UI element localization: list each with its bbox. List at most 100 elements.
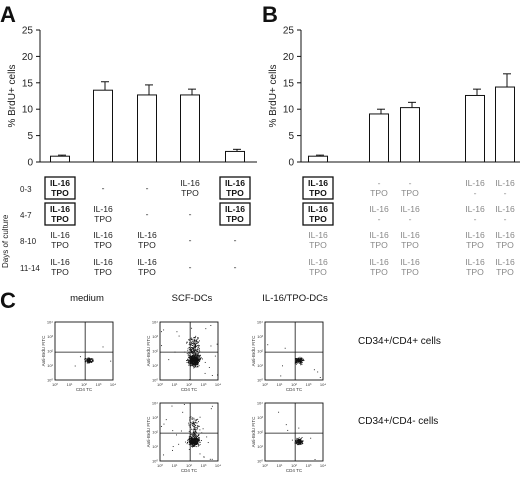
table-cell: IL-16 <box>225 178 245 188</box>
event-dot <box>190 351 192 353</box>
event-dot <box>191 422 193 424</box>
event-dot <box>194 363 196 365</box>
event-dot <box>92 359 93 361</box>
event-dot <box>85 360 87 362</box>
event-dot <box>297 442 298 444</box>
event-dot <box>196 438 198 440</box>
event-dot <box>190 437 192 439</box>
event-dot <box>190 356 191 358</box>
event-dot <box>189 362 191 364</box>
event-dot <box>297 359 299 361</box>
event-dot <box>197 359 199 361</box>
event-dot <box>302 440 304 442</box>
event-dot <box>190 421 192 423</box>
event-dot <box>194 437 196 439</box>
column-title: medium <box>70 293 104 304</box>
event-dot <box>194 353 196 355</box>
event-dot <box>188 424 190 426</box>
event-dot <box>196 419 197 421</box>
event-dot <box>92 359 94 361</box>
event-dot <box>193 441 195 443</box>
event-dot <box>193 442 195 443</box>
event-dot <box>198 361 200 362</box>
event-dot <box>197 366 199 368</box>
event-dot <box>188 360 190 362</box>
event-dot <box>198 347 200 349</box>
event-dot <box>197 359 199 361</box>
event-dot <box>319 377 321 378</box>
event-dot <box>297 362 299 364</box>
event-dot <box>163 423 165 425</box>
event-dot <box>317 371 319 373</box>
table-cell: - <box>474 214 477 224</box>
event-dot <box>195 442 197 444</box>
event-dot <box>188 362 190 364</box>
cell-box <box>44 202 76 226</box>
event-dot <box>192 361 194 362</box>
event-dot <box>197 426 199 428</box>
event-dot <box>197 353 199 355</box>
event-dot <box>191 428 192 430</box>
event-dot <box>197 439 199 441</box>
event-dot <box>196 341 197 343</box>
event-dot <box>297 359 298 361</box>
event-dot <box>189 339 191 341</box>
event-dot <box>196 437 198 439</box>
event-dot <box>188 437 190 439</box>
table-cell: - <box>189 262 192 272</box>
event-dot <box>200 358 202 360</box>
event-dot <box>191 350 193 352</box>
event-dot <box>195 364 196 366</box>
event-dot <box>199 429 201 431</box>
event-dot <box>192 361 193 363</box>
event-dot <box>298 358 300 360</box>
event-dot <box>189 361 191 363</box>
table-cell: IL-16 <box>465 204 485 214</box>
event-dot <box>295 443 297 445</box>
table-cell: TPO <box>401 240 419 250</box>
event-dot <box>197 357 199 359</box>
event-dot <box>88 357 90 359</box>
event-dot <box>184 351 186 353</box>
event-dot <box>92 360 94 361</box>
event-dot <box>192 439 194 441</box>
event-dot <box>191 359 192 360</box>
event-dot <box>193 419 195 421</box>
event-dot <box>110 360 112 362</box>
event-dot <box>163 454 165 456</box>
event-dot <box>297 358 299 360</box>
event-dot <box>194 362 196 364</box>
event-dot <box>194 360 196 362</box>
event-dot <box>192 435 194 437</box>
event-dot <box>191 363 193 365</box>
y-axis-label: Anti-BrdU FITC <box>146 416 151 448</box>
event-dot <box>206 436 208 438</box>
event-dot <box>301 442 303 444</box>
event-dot <box>191 365 193 366</box>
event-dot <box>188 449 190 450</box>
event-dot <box>192 357 194 359</box>
event-dot <box>193 351 195 353</box>
y-tick-label: 0 <box>27 158 33 169</box>
event-dot <box>193 431 195 433</box>
bar-chart-b: 0 5 10 15 20 25 % BrdU+ cells <box>268 26 520 169</box>
event-dot <box>198 445 200 446</box>
event-dot <box>189 425 191 427</box>
event-dot <box>301 360 303 361</box>
event-dot <box>186 361 188 363</box>
event-dot <box>193 349 195 351</box>
cell-box <box>219 202 251 226</box>
x-axis-label: CD4 TC <box>181 387 198 392</box>
event-dot <box>194 356 196 358</box>
row-label: 8-10 <box>20 237 37 246</box>
event-dot <box>190 441 192 443</box>
y-tick-label: 5 <box>27 131 33 142</box>
table-cell: - <box>234 262 237 272</box>
event-dot <box>198 357 200 359</box>
event-dot <box>302 440 304 442</box>
event-dot <box>303 360 305 361</box>
event-dot <box>191 339 193 341</box>
event-dot <box>187 359 189 361</box>
